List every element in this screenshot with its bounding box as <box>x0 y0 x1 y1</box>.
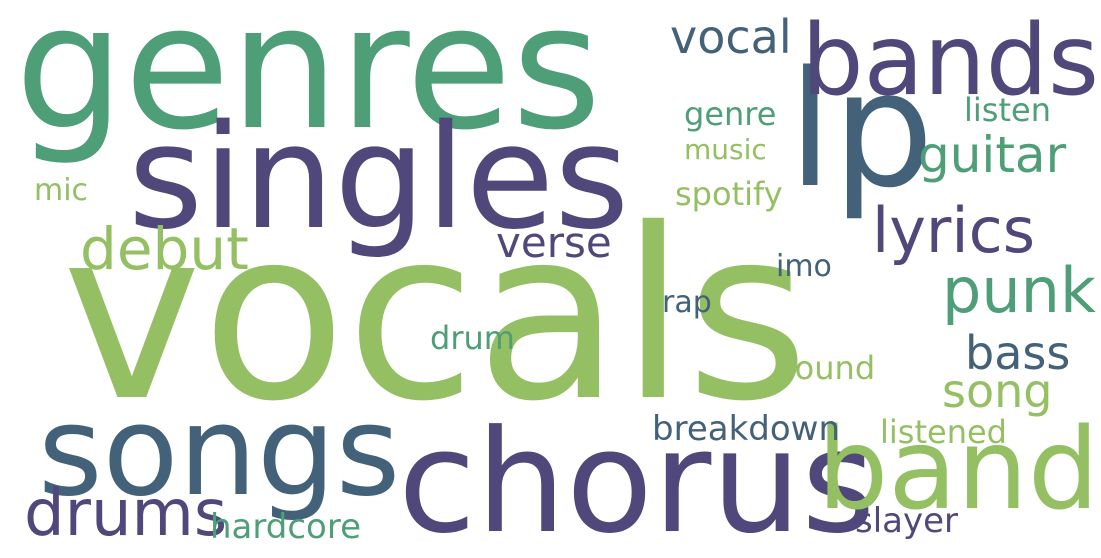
word-debut: debut <box>80 215 249 283</box>
word-genres: genres <box>15 0 602 168</box>
word-singles: singles <box>128 93 630 261</box>
word-music: music <box>684 133 767 166</box>
word-bands: bands <box>801 4 1099 118</box>
word-listen: listen <box>964 91 1051 129</box>
word-breakdown: breakdown <box>652 409 840 449</box>
word-chorus: chorus <box>398 400 876 558</box>
word-hardcore: hardcore <box>210 507 361 547</box>
word-rap: rap <box>662 285 712 320</box>
word-lp: lp <box>788 36 935 223</box>
word-slayer: slayer <box>855 501 959 541</box>
word-genre: genre <box>684 95 777 133</box>
word-song: song <box>942 364 1053 418</box>
word-band: band <box>817 405 1099 535</box>
word-punk: punk <box>942 254 1096 327</box>
word-drum: drum <box>430 319 515 357</box>
word-imo: imo <box>776 249 832 284</box>
word-guitar: guitar <box>918 126 1067 184</box>
word-drums: drums <box>24 477 228 551</box>
word-bass: bass <box>965 326 1071 380</box>
word-verse: verse <box>496 218 612 267</box>
word-mic: mic <box>34 173 89 208</box>
word-vocal: vocal <box>670 10 792 64</box>
word-songs: songs <box>38 380 401 524</box>
word-vocals: vocals <box>62 178 809 453</box>
word-sound: sound <box>778 349 876 387</box>
word-spotify: spotify <box>675 175 783 213</box>
word-listened: listened <box>880 413 1007 451</box>
word-lyrics: lyrics <box>872 194 1036 267</box>
